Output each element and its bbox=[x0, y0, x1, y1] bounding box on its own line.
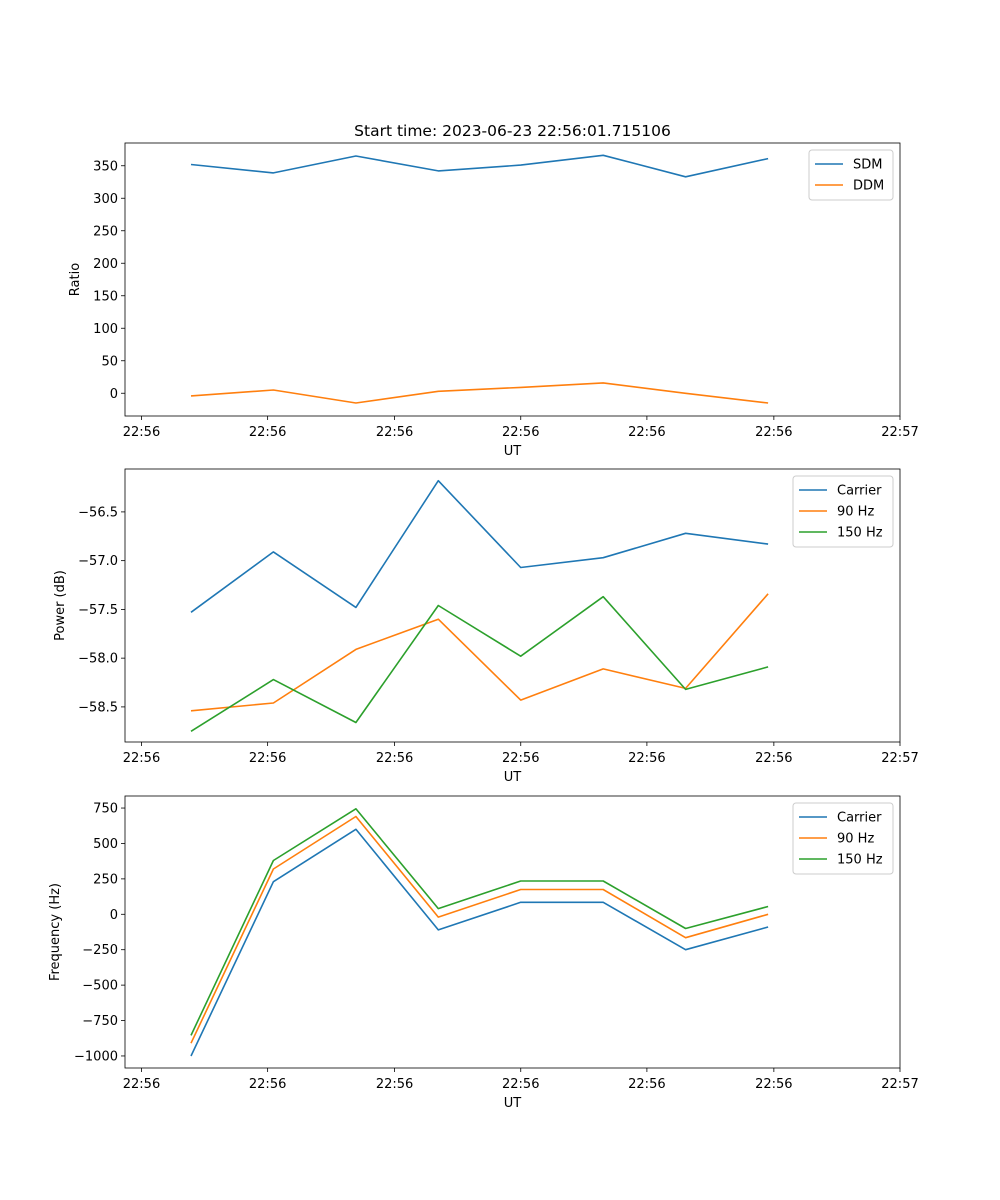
plot-area-frame bbox=[124, 468, 901, 743]
legend-box bbox=[792, 475, 894, 548]
figure-title: Start time: 2023-06-23 22:56:01.715106 bbox=[354, 122, 671, 140]
legend: Carrier 90 Hz 150 Hz bbox=[792, 802, 894, 875]
x-tick-label: 22:57 bbox=[881, 751, 918, 766]
x-tick-label: 22:56 bbox=[249, 425, 286, 440]
series-line-sdm bbox=[190, 154, 769, 178]
y-tick-label: 250 bbox=[93, 224, 118, 239]
plot-area-frame bbox=[124, 142, 901, 417]
legend-label: DDM bbox=[853, 179, 884, 194]
x-tick-label: 22:56 bbox=[502, 751, 539, 766]
y-tick-label: −250 bbox=[82, 943, 118, 958]
series-line-carrier bbox=[190, 479, 769, 613]
x-tick-label: 22:56 bbox=[376, 751, 413, 766]
y-tick-label: 200 bbox=[93, 257, 118, 272]
y-tick-label: 0 bbox=[110, 387, 118, 402]
y-tick-label: −750 bbox=[82, 1014, 118, 1029]
y-tick-label: 300 bbox=[93, 192, 118, 207]
series-line-ddm bbox=[190, 382, 769, 404]
x-tick-label: 22:56 bbox=[376, 425, 413, 440]
legend-label: Carrier bbox=[837, 484, 882, 499]
x-axis-label: UT bbox=[504, 444, 522, 459]
y-tick-label: 100 bbox=[93, 322, 118, 337]
y-axis-label: Power (dB) bbox=[53, 570, 68, 641]
y-tick-label: −58.0 bbox=[78, 652, 118, 667]
x-tick-label: 22:56 bbox=[502, 1077, 539, 1092]
x-tick-label: 22:57 bbox=[881, 1077, 918, 1092]
x-tick-label: 22:56 bbox=[628, 425, 665, 440]
legend: SDM DDM bbox=[808, 149, 894, 201]
y-tick-label: 50 bbox=[101, 354, 118, 369]
series-line-carrier bbox=[190, 828, 769, 1057]
y-tick-label: −58.5 bbox=[78, 700, 118, 715]
x-tick-label: 22:56 bbox=[755, 1077, 792, 1092]
x-tick-label: 22:56 bbox=[755, 425, 792, 440]
series-line-150-hz bbox=[190, 807, 769, 1036]
chart-panel-1: 22:56 22:56 22:56 22:56 22:56 22:56 22:57 0 50 10… bbox=[68, 142, 919, 459]
y-tick-label: 150 bbox=[93, 289, 118, 304]
legend-label: 90 Hz bbox=[837, 505, 874, 520]
x-axis-label: UT bbox=[504, 1096, 522, 1111]
chart-panel-2: 22:56 22:56 22:56 22:56 22:56 22:56 22:57 −58.5… bbox=[53, 468, 919, 785]
y-tick-label: −56.5 bbox=[78, 505, 118, 520]
y-tick-label: −1000 bbox=[74, 1049, 118, 1064]
x-tick-label: 22:56 bbox=[123, 751, 160, 766]
y-tick-label: 750 bbox=[93, 802, 118, 817]
y-tick-label: −500 bbox=[82, 979, 118, 994]
legend-box bbox=[792, 802, 894, 875]
y-axis-label: Ratio bbox=[68, 263, 83, 296]
x-tick-label: 22:57 bbox=[881, 425, 918, 440]
x-tick-label: 22:56 bbox=[755, 751, 792, 766]
legend-box bbox=[808, 149, 894, 201]
legend: Carrier 90 Hz 150 Hz bbox=[792, 475, 894, 548]
x-tick-label: 22:56 bbox=[123, 425, 160, 440]
legend-label: SDM bbox=[853, 158, 882, 173]
legend-label: 150 Hz bbox=[837, 853, 883, 868]
y-tick-label: 350 bbox=[93, 159, 118, 174]
x-tick-label: 22:56 bbox=[376, 1077, 413, 1092]
x-tick-label: 22:56 bbox=[249, 751, 286, 766]
x-tick-label: 22:56 bbox=[502, 425, 539, 440]
legend-label: 150 Hz bbox=[837, 526, 883, 541]
x-tick-label: 22:56 bbox=[123, 1077, 160, 1092]
y-tick-label: 250 bbox=[93, 872, 118, 887]
series-line-90-hz bbox=[190, 593, 769, 712]
x-axis-label: UT bbox=[504, 770, 522, 785]
legend-label: Carrier bbox=[837, 811, 882, 826]
series-line-90-hz bbox=[190, 815, 769, 1044]
x-tick-label: 22:56 bbox=[249, 1077, 286, 1092]
x-tick-label: 22:56 bbox=[628, 1077, 665, 1092]
y-tick-label: 500 bbox=[93, 837, 118, 852]
y-axis-label: Frequency (Hz) bbox=[48, 883, 63, 981]
y-tick-label: −57.0 bbox=[78, 554, 118, 569]
legend-label: 90 Hz bbox=[837, 832, 874, 847]
x-tick-label: 22:56 bbox=[628, 751, 665, 766]
series-line-150-hz bbox=[190, 595, 769, 732]
y-tick-label: 0 bbox=[110, 908, 118, 923]
y-tick-label: −57.5 bbox=[78, 603, 118, 618]
plot-area-frame bbox=[124, 795, 901, 1069]
chart-panel-3: 22:56 22:56 22:56 22:56 22:56 22:56 22:57 −1000… bbox=[48, 795, 919, 1111]
